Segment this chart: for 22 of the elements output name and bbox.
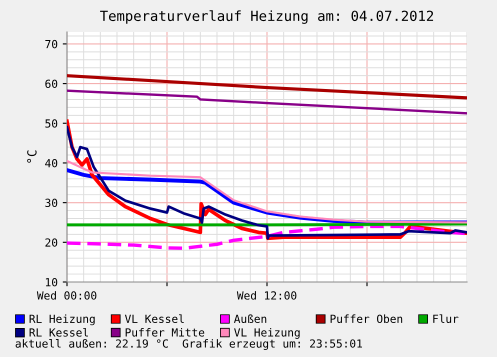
y-tick-label: 70 [45,40,58,48]
legend-label: RL Heizung [30,314,95,326]
line-series [67,90,467,115]
y-tick-label: 50 [45,119,58,128]
legend-label: VL Heizung [234,328,300,339]
legend-label: Puffer Mitte [126,328,204,337]
chart-title: Temperaturverlauf Heizung am: 04.07.2012 [100,10,434,24]
line-series [67,224,467,250]
legend-label: Außen [234,314,266,324]
y-tick-label: 10 [46,278,58,286]
y-tick-label: 30 [45,198,58,208]
y-axis-title: °C [27,150,37,163]
y-tick-label: 20 [45,238,58,247]
legend-label: Flur [433,314,458,324]
legend-label: VL Kessel [124,314,184,324]
text: aktuell außen: 22.19 °C Grafik erzeugt um: 23:55:01 [16,339,362,350]
legend-label: Puffer Oben [330,314,402,324]
x-tick-label: Wed 12:00 [236,291,296,300]
x-tick-label: Wed 00:00 [36,291,96,300]
y-tick-label: 40 [45,158,58,168]
legend-label: RL Kessel [30,328,88,337]
y-tick-label: 60 [45,80,58,88]
